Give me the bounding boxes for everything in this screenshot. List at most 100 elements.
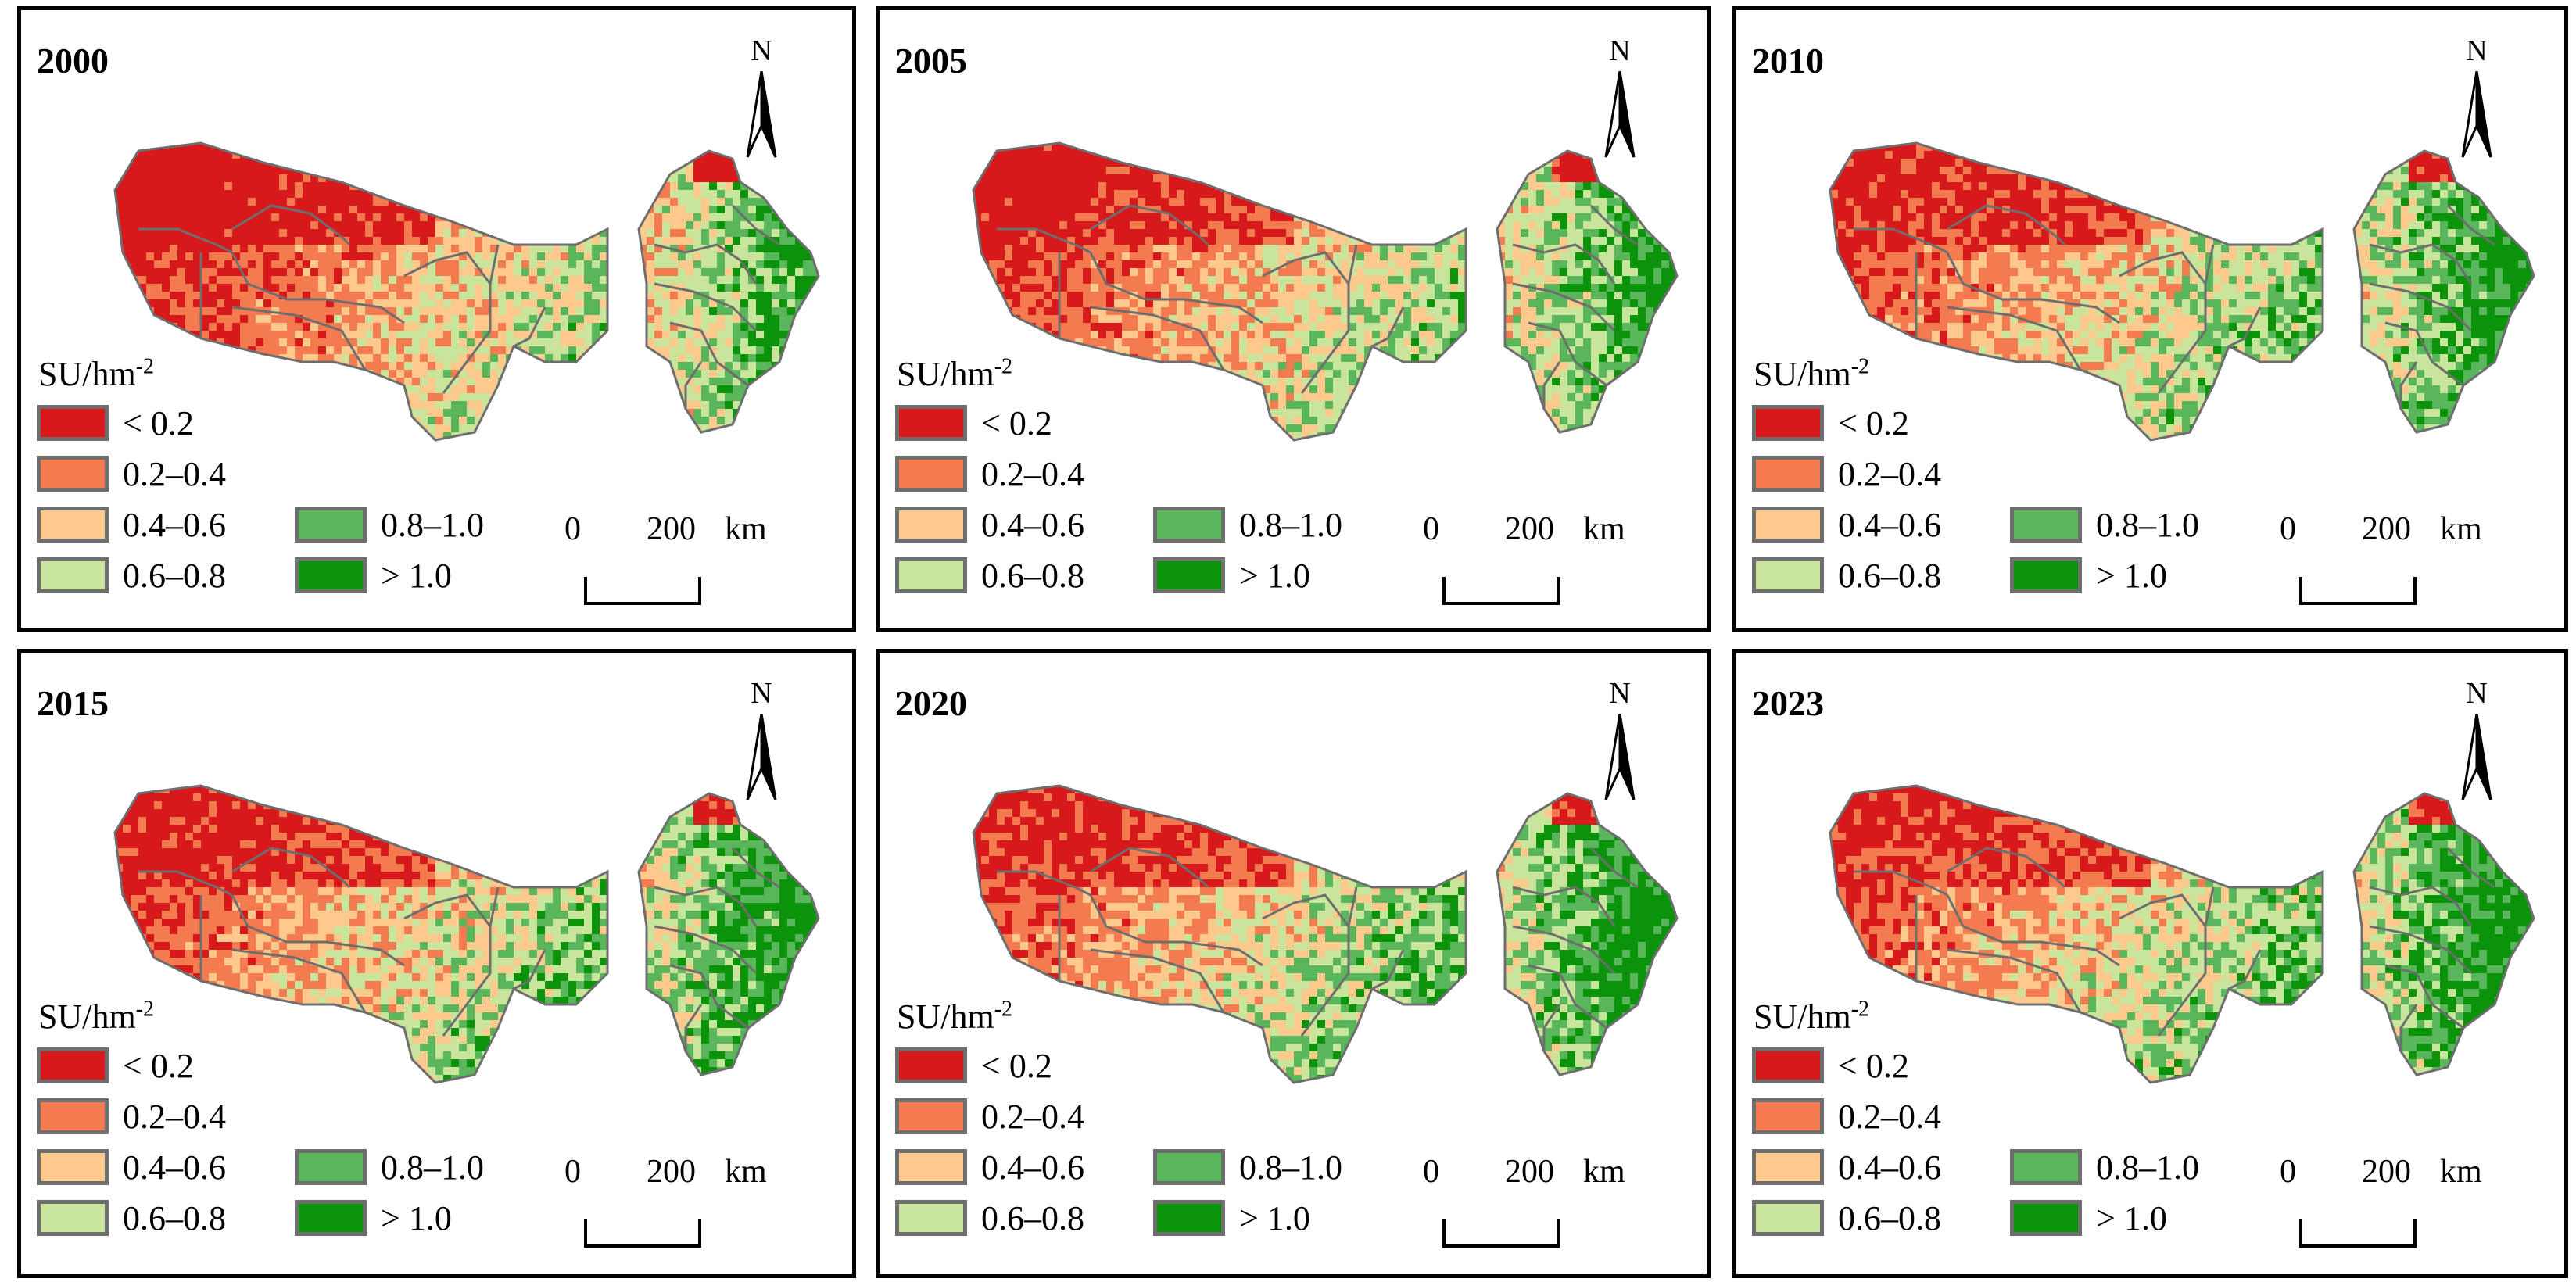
- legend-label: 0.4–0.6: [981, 508, 1084, 543]
- region-map: [113, 141, 820, 442]
- scale-bar: 0 200 km: [1419, 1153, 1625, 1262]
- district-boundary: [138, 870, 233, 897]
- carrying-capacity-raster: [973, 786, 1677, 1083]
- legend-swatch: [895, 1098, 967, 1134]
- legend-label: > 1.0: [2096, 559, 2167, 593]
- region-outline: [1829, 141, 2324, 442]
- district-boundary: [2369, 925, 2473, 975]
- carrying-capacity-raster: [1830, 786, 2534, 1083]
- north-arrow: N: [1603, 34, 1665, 167]
- region-outline: [2352, 792, 2535, 1076]
- district-boundary: [138, 227, 233, 254]
- legend-label: 0.2–0.4: [123, 457, 226, 492]
- scale-bar: 0 200 km: [1419, 510, 1625, 620]
- legend-label: 0.4–0.6: [123, 508, 226, 543]
- district-boundary: [1542, 1004, 1561, 1051]
- legend-swatch: [295, 557, 367, 593]
- scale-max-label: 200: [647, 510, 696, 548]
- legend-swatch: [895, 1200, 967, 1236]
- district-boundary: [1512, 282, 1616, 332]
- scale-unit-label: km: [725, 1153, 767, 1191]
- map-panel-2020: 2020 N SU/hm-2 < 0.2 0.2–0.4 0.4–0.6 0.6–0.…: [876, 649, 1711, 1278]
- north-arrow-icon: [1604, 714, 1636, 800]
- legend-swatch: [37, 557, 109, 593]
- legend-label: > 1.0: [381, 1201, 452, 1236]
- district-boundary: [1854, 870, 1948, 897]
- legend-label: > 1.0: [1239, 1201, 1310, 1236]
- district-boundary: [1947, 948, 2082, 1013]
- legend-swatch: [895, 1149, 967, 1185]
- district-boundary: [997, 870, 1091, 897]
- legend-label: 0.8–1.0: [2096, 1151, 2199, 1185]
- legend-swatch: [1752, 557, 1824, 593]
- scale-bar: 0 200 km: [2276, 510, 2482, 620]
- legend-label: 0.2–0.4: [123, 1100, 226, 1134]
- legend-label: 0.8–1.0: [381, 1151, 484, 1185]
- district-boundary: [231, 847, 351, 889]
- district-boundary: [684, 361, 703, 409]
- legend-title: SU/hm-2: [897, 997, 1012, 1037]
- north-arrow: N: [744, 676, 807, 809]
- north-arrow: N: [1603, 676, 1665, 809]
- north-arrow: N: [2460, 676, 2522, 809]
- north-label: N: [1603, 34, 1637, 68]
- scale-line: [1442, 577, 1560, 605]
- legend-swatch: [295, 1149, 367, 1185]
- district-boundary: [669, 964, 749, 1030]
- region-map: [113, 784, 820, 1084]
- legend-swatch: [1752, 456, 1824, 492]
- legend-swatch: [895, 1047, 967, 1083]
- district-boundary: [1089, 894, 1263, 967]
- district-boundary: [1589, 204, 1639, 246]
- legend-label: > 1.0: [1239, 559, 1310, 593]
- district-boundary: [2204, 886, 2215, 927]
- legend-title: SU/hm-2: [38, 997, 154, 1037]
- panel-year: 2000: [37, 40, 109, 81]
- north-label: N: [744, 34, 779, 68]
- district-boundary: [1089, 252, 1263, 324]
- district-boundary: [231, 894, 405, 967]
- district-boundary: [231, 306, 367, 371]
- district-boundary: [1947, 847, 2066, 889]
- map-panel-2005: 2005 N SU/hm-2 < 0.2 0.2–0.4 0.4–0.6 0.6–0.…: [876, 6, 1711, 632]
- scale-line: [584, 577, 701, 605]
- north-label: N: [1603, 676, 1637, 711]
- region-map: [1829, 784, 2535, 1084]
- legend-label: < 0.2: [981, 406, 1052, 441]
- map-panel-2015: 2015 N SU/hm-2 < 0.2 0.2–0.4 0.4–0.6 0.6–0.…: [17, 649, 856, 1278]
- north-arrow-icon: [746, 714, 777, 800]
- legend-swatch: [37, 1047, 109, 1083]
- legend-label: 0.6–0.8: [123, 1201, 226, 1236]
- scale-zero-label: 0: [1423, 510, 1439, 548]
- north-arrow: N: [744, 34, 807, 167]
- legend-swatch: [37, 1098, 109, 1134]
- scale-zero-label: 0: [2280, 1153, 2296, 1191]
- legend-swatch: [37, 1149, 109, 1185]
- region-outline: [637, 792, 820, 1076]
- legend-label: > 1.0: [381, 559, 452, 593]
- district-boundary: [1371, 306, 1405, 348]
- district-boundary: [231, 204, 351, 246]
- north-label: N: [2460, 676, 2494, 711]
- north-label: N: [2460, 34, 2494, 68]
- scale-max-label: 200: [1505, 510, 1554, 548]
- region-outline: [1496, 149, 1679, 434]
- region-outline: [1829, 784, 2324, 1084]
- district-boundary: [513, 306, 546, 348]
- district-boundary: [1946, 894, 2120, 967]
- district-boundary: [1090, 948, 1225, 1013]
- legend-swatch: [295, 507, 367, 543]
- legend-label: 0.6–0.8: [981, 559, 1084, 593]
- scale-max-label: 200: [2362, 1153, 2411, 1191]
- region-outline: [972, 141, 1467, 442]
- scale-unit-label: km: [1583, 510, 1625, 548]
- district-boundary: [1854, 227, 1948, 254]
- legend-swatch: [295, 1200, 367, 1236]
- legend-label: 0.4–0.6: [1838, 1151, 1941, 1185]
- legend-label: 0.6–0.8: [981, 1201, 1084, 1236]
- district-boundary: [1528, 321, 1607, 387]
- district-boundary: [1512, 243, 1616, 285]
- district-boundary: [1371, 949, 1405, 990]
- district-boundary: [2446, 847, 2495, 889]
- panel-year: 2015: [37, 682, 109, 724]
